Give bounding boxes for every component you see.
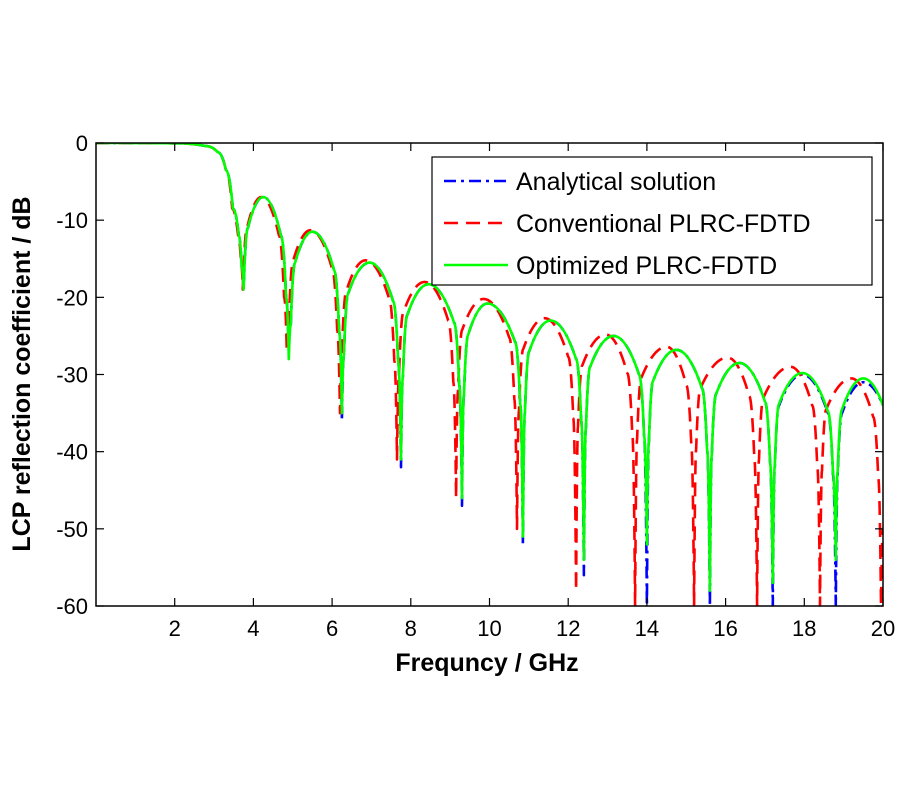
x-tick-label: 20 [871,616,895,641]
x-tick-label: 2 [169,616,181,641]
ticks-layer [96,142,884,607]
legend-label-2: Conventional PLRC-FDTD [516,210,811,238]
x-axis-title: Frequncy / GHz [395,649,578,677]
legend-box [431,156,873,286]
x-tick-label: 14 [635,616,659,641]
tick-labels-layer: 2 4 6 8 10 12 14 16 18 20 0 -10 -20 -30 -40 -50 -60 [56,131,895,641]
x-tick-label: 18 [792,616,816,641]
y-tick-label: -30 [56,363,88,388]
x-tick-label: 10 [477,616,501,641]
x-tick-label: 4 [247,616,259,641]
y-tick-label: -60 [56,594,88,619]
legend-label-3: Optimized PLRC-FDTD [516,252,777,280]
y-tick-label: -10 [56,208,88,233]
legend: Analytical solution Conventional PLRC-FDT… [431,156,873,286]
x-tick-label: 6 [326,616,338,641]
y-axis-title: LCP reflection coefficient / dB [8,196,36,551]
x-tick-label: 16 [713,616,737,641]
x-tick-label: 12 [556,616,580,641]
y-tick-label: -20 [56,285,88,310]
y-tick-label: -40 [56,440,88,465]
x-tick-label: 8 [405,616,417,641]
y-tick-label: -50 [56,517,88,542]
y-tick-label: 0 [76,131,88,156]
legend-label-1: Analytical solution [516,168,716,196]
